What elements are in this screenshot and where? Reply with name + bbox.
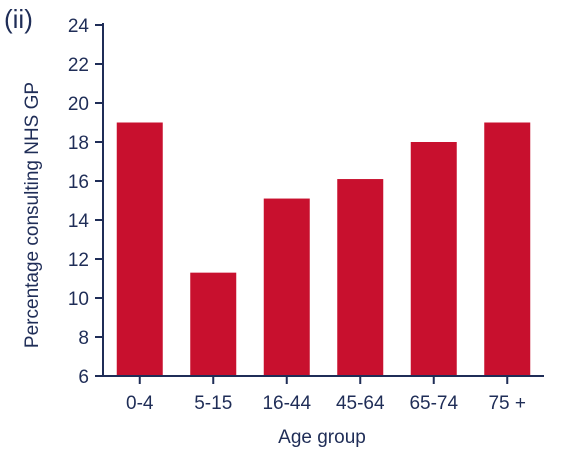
x-tick-label: 65-74 (409, 393, 458, 414)
y-tick-label: 16 (68, 172, 89, 193)
x-tick-label: 45-64 (336, 393, 385, 414)
x-tick-label: 75 + (488, 393, 526, 414)
y-tick-label: 22 (68, 55, 89, 76)
x-tick-label: 0-4 (126, 393, 154, 414)
bar-45-64 (337, 179, 384, 376)
bar-0-4 (116, 122, 163, 376)
bar-5-15 (190, 272, 237, 376)
y-tick-label: 10 (68, 289, 89, 310)
x-axis: 0-4 5-15 16-44 45-64 65-74 75 + (103, 375, 544, 414)
y-tick-label: 12 (68, 250, 89, 271)
x-tick-label: 16-44 (262, 393, 311, 414)
bars-group (116, 122, 531, 376)
y-tick-label: 18 (68, 133, 89, 154)
y-axis: 6 8 10 12 14 16 18 20 22 24 (68, 16, 104, 388)
panel-label: (ii) (4, 4, 33, 34)
bar-75 (484, 122, 531, 376)
x-tick-label: 5-15 (194, 393, 232, 414)
y-axis-label: Percentage consulting NHS GP (22, 82, 43, 348)
y-tick-label: 6 (78, 367, 89, 388)
y-tick-label: 8 (78, 328, 89, 349)
y-tick-label: 20 (68, 94, 89, 115)
bar-65-74 (410, 142, 457, 376)
y-tick-label: 14 (68, 211, 90, 232)
bar-16-44 (263, 198, 310, 376)
y-tick-label: 24 (68, 16, 90, 37)
x-axis-label: Age group (278, 427, 366, 448)
